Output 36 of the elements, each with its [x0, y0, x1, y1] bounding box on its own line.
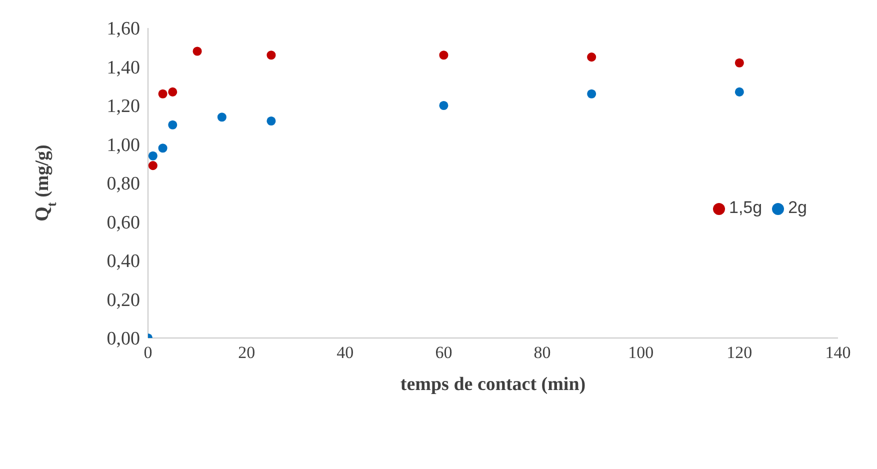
y-tick-label: 0,80	[106, 174, 140, 195]
y-tick-label: 1,20	[106, 96, 140, 118]
x-tick-label: 100	[628, 343, 654, 362]
point	[168, 87, 178, 96]
point	[266, 50, 276, 60]
y-tick-label: 0,60	[106, 212, 140, 234]
point	[587, 52, 596, 62]
x-tick-label: 40	[336, 343, 354, 362]
y-tick-label: 0,20	[106, 290, 140, 311]
x-tick-label: 20	[238, 343, 256, 362]
point	[168, 120, 178, 130]
x-tick-label: 0	[144, 343, 152, 362]
x-axis-title: temps de contact (min)	[400, 374, 586, 395]
point	[158, 89, 168, 98]
point	[192, 46, 202, 56]
point	[439, 50, 448, 60]
point	[734, 58, 744, 68]
point	[158, 144, 168, 153]
point	[148, 161, 158, 170]
point	[148, 151, 158, 160]
y-tick-label: 1,00	[106, 134, 140, 156]
point	[734, 87, 744, 96]
point	[266, 116, 276, 126]
point	[439, 100, 448, 110]
y-tick-label: 0,40	[106, 251, 140, 272]
legend-label: 2g	[788, 198, 808, 217]
x-tick-label: 140	[825, 343, 851, 362]
y-tick-label: 1,40	[106, 57, 140, 78]
point	[587, 89, 596, 98]
y-tick-label: 0,00	[106, 328, 140, 350]
x-tick-label: 80	[534, 343, 551, 362]
point	[217, 112, 226, 122]
x-tick-label: 60	[435, 343, 452, 362]
y-tick-label: 1,60	[106, 18, 140, 40]
x-tick-label: 120	[726, 343, 752, 362]
legend-label: 1,5g	[729, 198, 762, 217]
